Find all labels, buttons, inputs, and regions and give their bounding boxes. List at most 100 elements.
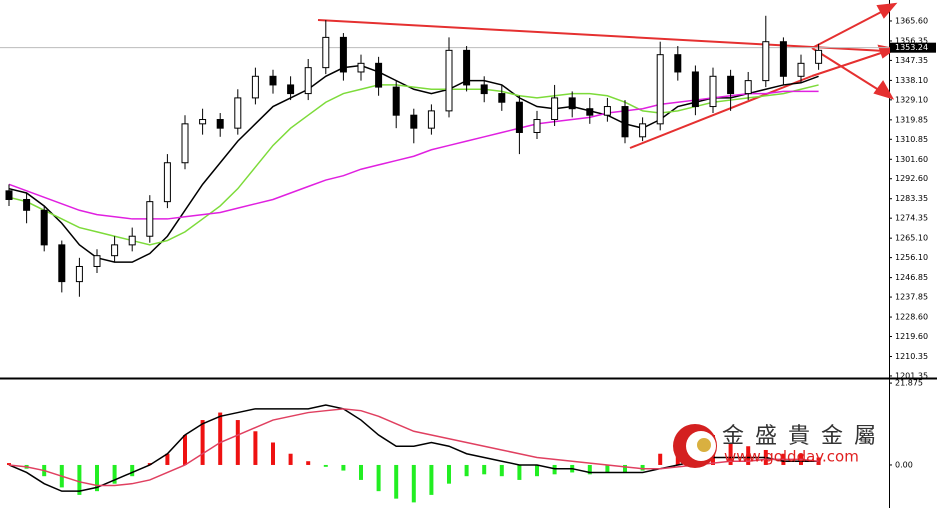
indicator-line [8, 408, 819, 487]
candle-body [797, 62, 805, 77]
histogram-bar [7, 463, 11, 465]
candle-body [480, 84, 488, 95]
candle-body [23, 198, 31, 211]
y-tick-label: 1201.35 [895, 371, 928, 380]
histogram-bar [323, 464, 328, 467]
candle-body [181, 123, 189, 164]
candle-body [128, 235, 136, 246]
histogram-bar [728, 442, 733, 465]
candle-body [199, 119, 207, 125]
trend-lines [317, 2, 898, 149]
candle-body [269, 75, 277, 86]
arrow-head [876, 2, 898, 19]
candle-body [656, 54, 664, 125]
logo: 金 盛 貴 金 屬 www.goldday.com [673, 424, 878, 468]
y-tick-label: 1210.35 [895, 352, 928, 361]
candle-body [392, 86, 400, 116]
candle-body [40, 209, 48, 246]
candle-body [515, 101, 523, 133]
histogram-bar [394, 464, 399, 499]
watermark: 金 盛 貴 金 屬 [722, 424, 878, 449]
y-tick-label: 1246.85 [895, 273, 928, 282]
histogram-bar [306, 461, 311, 465]
candle-body [463, 49, 471, 86]
histogram-bar [746, 446, 751, 465]
candle-body [709, 75, 717, 108]
histogram-bar [183, 435, 187, 465]
y-tick-label: 1356.35 [895, 36, 928, 45]
histogram-bar [200, 420, 205, 465]
candle-body [815, 49, 823, 64]
candle-body [586, 108, 594, 116]
current-price-box [890, 42, 936, 53]
y-tick-label: 1338.10 [895, 76, 928, 85]
y-tick-label: 1237.85 [895, 293, 928, 302]
indicator-line [8, 84, 819, 246]
logo-coin [697, 438, 711, 452]
candle-body [287, 84, 295, 95]
y-tick-label: 1256.10 [895, 253, 928, 262]
histogram-bar [77, 464, 82, 495]
candle-body [111, 244, 119, 257]
histogram-bar [359, 464, 363, 480]
histogram-bar [411, 464, 416, 503]
histogram-bar [447, 464, 451, 484]
candle-body [762, 41, 770, 82]
histogram-bar [640, 464, 645, 471]
histogram-bar [623, 464, 627, 473]
candle-body [779, 41, 787, 77]
histogram-bar [464, 464, 469, 477]
y-tick-label: 1265.10 [895, 234, 928, 243]
candle-body [75, 265, 83, 283]
support-line [629, 75, 813, 149]
candle-body [410, 114, 418, 129]
histogram-bar [552, 464, 557, 475]
histogram-bar [341, 464, 346, 471]
candle-body [621, 106, 629, 138]
y-tick-label: 1301.60 [895, 155, 928, 164]
y-tick-label: 1228.60 [895, 313, 928, 322]
candle-body [93, 255, 101, 267]
histogram-bar [271, 442, 275, 465]
histogram-bar [235, 420, 240, 465]
candle-body [375, 62, 383, 88]
candle-body [146, 201, 154, 237]
histogram-bar [517, 464, 522, 480]
y-tick-label: 1347.35 [895, 56, 928, 65]
histogram-bar [605, 464, 610, 473]
histogram-bar [288, 453, 293, 465]
candle-body [533, 119, 541, 133]
candle-body [357, 62, 365, 73]
arrow-down [811, 47, 883, 93]
histogram-bar [112, 464, 117, 484]
histogram-bar [253, 431, 258, 465]
candle-body [691, 71, 699, 108]
y-tick-label: 1219.60 [895, 332, 928, 341]
y-tick-label: 1329.10 [895, 95, 928, 104]
arrow-mid [811, 51, 885, 77]
histogram-bar [658, 453, 663, 465]
y-tick-label: 1274.35 [895, 214, 928, 223]
candle-body [603, 106, 611, 116]
histogram-bar [535, 464, 539, 477]
resistance-line [317, 19, 886, 52]
histogram-bar [499, 464, 504, 477]
histogram-bar [218, 412, 223, 465]
candle-body [674, 54, 682, 73]
candle-body [568, 97, 576, 110]
candle-body [322, 36, 330, 69]
candle-body [744, 80, 752, 95]
histogram-bar [376, 464, 381, 492]
candle-body [339, 36, 347, 73]
website: www.goldday.com [724, 448, 859, 466]
histogram-bar [147, 463, 152, 465]
histogram-bar [429, 464, 434, 495]
arrow-head [873, 80, 895, 100]
histogram-bar [482, 464, 487, 475]
candle-body [639, 123, 647, 138]
histogram-bar [95, 464, 99, 492]
arrow-up [811, 9, 886, 49]
candle-body [427, 110, 435, 129]
y-tick-label: 1365.60 [895, 16, 928, 25]
